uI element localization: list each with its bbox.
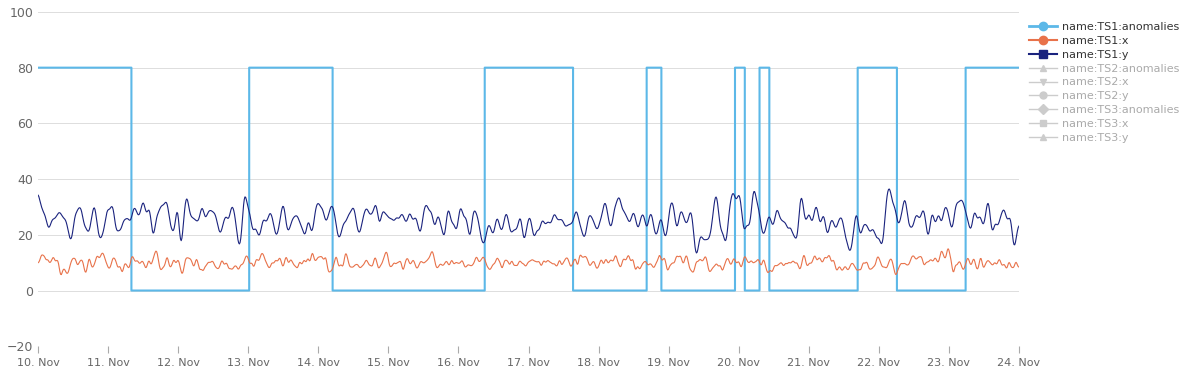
Legend: name:TS1:anomalies, name:TS1:x, name:TS1:y, name:TS2:anomalies, name:TS2:x, name: name:TS1:anomalies, name:TS1:x, name:TS1… xyxy=(1024,18,1184,147)
